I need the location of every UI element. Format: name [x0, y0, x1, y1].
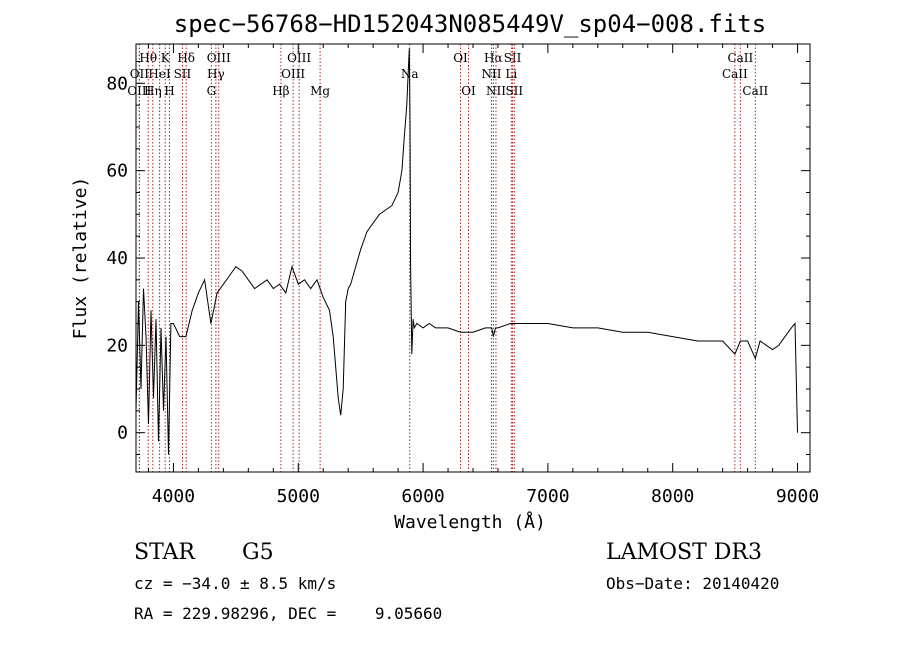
- spectral-line-label: Hα: [484, 51, 503, 65]
- spectral-line-label: OIII: [287, 51, 311, 65]
- x-tick-label: 5000: [277, 486, 320, 507]
- y-tick-label: 80: [106, 73, 128, 94]
- object-class: STAR: [134, 540, 195, 565]
- spectral-line-label: Hθ: [139, 51, 157, 65]
- spectral-line-label: OIII: [127, 84, 151, 98]
- spectral-line-label: H: [164, 84, 174, 98]
- x-tick-label: 6000: [401, 486, 444, 507]
- chart-title: spec−56768−HD152043N085449V_sp04−008.fit…: [174, 10, 766, 38]
- x-tick-label: 9000: [776, 486, 819, 507]
- spectral-line-label: SII: [504, 51, 522, 65]
- spectral-line-label: SII: [174, 67, 192, 81]
- spectral-line-label: CaII: [722, 67, 748, 81]
- spectral-line-markers: Hθ OII OIII K HeI Hη H Hδ SII OIII Hγ G OIII OIII Hβ Mg…: [127, 44, 768, 472]
- spectral-line-label: Mg: [310, 84, 330, 98]
- y-tick-label: 20: [106, 335, 128, 356]
- plot-frame: [135, 43, 811, 473]
- spectral-line-label: G: [207, 84, 217, 98]
- x-tick-label: 8000: [651, 486, 694, 507]
- survey-name: LAMOST DR3: [606, 540, 762, 565]
- spectral-line-label: CaII: [727, 51, 753, 65]
- spectral-line-label: OII: [130, 67, 150, 81]
- spectral-line-label: Hβ: [272, 84, 289, 98]
- spectral-line-label: NII: [481, 67, 501, 81]
- y-axis: 0 20 40 60 80: [106, 60, 810, 456]
- ra-dec-coordinates: RA = 229.98296, DEC = 9.05660: [134, 604, 443, 623]
- spectral-subclass: G5: [242, 540, 274, 565]
- spectral-line-label: OI: [453, 51, 468, 65]
- spectral-line-label: CaII: [742, 84, 768, 98]
- y-tick-label: 60: [106, 161, 128, 182]
- x-tick-label: 4000: [152, 486, 195, 507]
- x-tick-label: 7000: [526, 486, 569, 507]
- spectral-line-label: NII: [486, 84, 506, 98]
- spectral-line-label: Li: [505, 67, 517, 81]
- series-layer: [135, 48, 798, 455]
- redshift-cz: cz = −34.0 ± 8.5 km/s: [134, 574, 337, 593]
- spectral-line-label: Hδ: [177, 51, 195, 65]
- y-tick-label: 40: [106, 248, 128, 269]
- x-axis-label: Wavelength (Å): [394, 511, 546, 533]
- y-axis-label: Flux (relative): [70, 177, 91, 340]
- observation-date: Obs−Date: 20140420: [606, 574, 780, 593]
- x-axis: 4000 5000 6000 7000 8000 9000: [147, 44, 819, 507]
- spectral-line-label: K: [161, 51, 171, 65]
- series-line-flux: [135, 48, 798, 455]
- spectral-line-label: SII: [505, 84, 523, 98]
- spectral-line-label: OIII: [207, 51, 231, 65]
- spectral-line-label: OI: [461, 84, 476, 98]
- spectral-line-label: Hγ: [207, 67, 225, 81]
- y-tick-label: 0: [117, 423, 128, 444]
- spectral-line-label: Hη: [144, 84, 162, 98]
- spectral-line-label: HeI: [148, 67, 171, 81]
- spectral-line-label: OIII: [281, 67, 305, 81]
